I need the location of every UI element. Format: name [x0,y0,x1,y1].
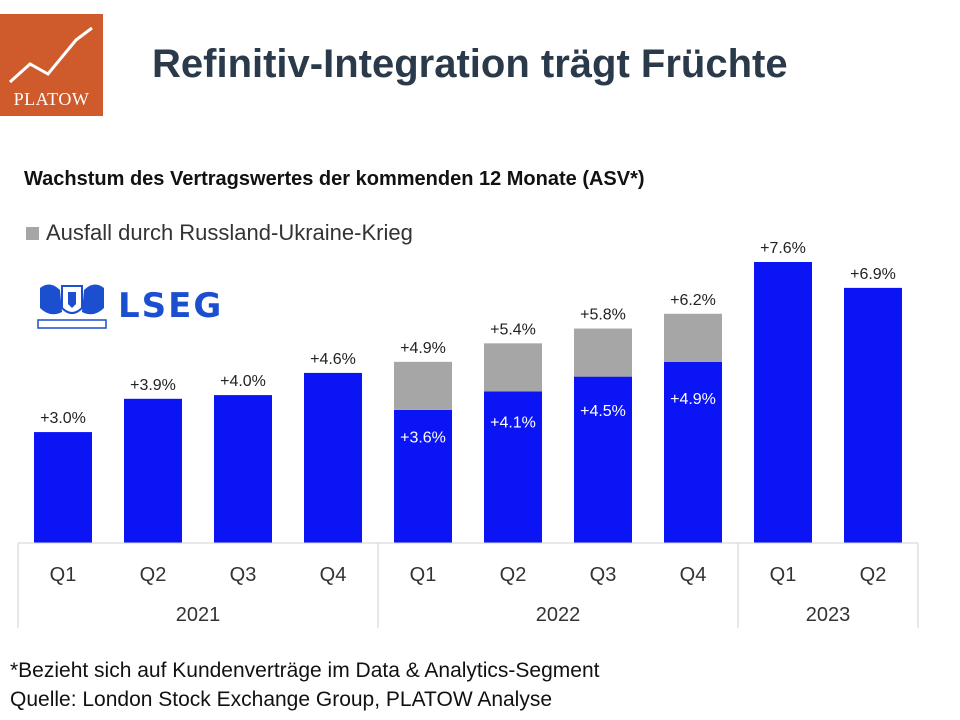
bar-asv [214,395,272,543]
bar-asv [394,409,452,543]
page-title: Refinitiv-Integration trägt Früchte [152,42,788,86]
data-label-asv: +3.6% [400,430,446,447]
bar-asv [574,376,632,543]
x-tick-label: Q3 [590,564,617,586]
bar-asv [304,372,362,543]
data-label-total: +4.0% [220,373,266,390]
data-label-total: +5.8% [580,307,626,324]
bar-war-loss [394,361,452,410]
lseg-logo: LSEG [32,278,232,334]
x-tick-label: Q2 [140,564,167,586]
x-group-label: 2023 [806,604,851,626]
platow-logo-text: PLATOW [13,89,90,109]
bar-war-loss [664,313,722,362]
data-label-total: +3.0% [40,410,86,427]
bar-asv [124,398,182,543]
legend-label: Ausfall durch Russland-Ukraine-Krieg [46,220,413,245]
data-label-asv: +4.5% [580,403,626,420]
platow-logo: PLATOW [0,14,103,116]
data-label-total: +7.6% [760,240,806,257]
bar-war-loss [574,328,632,377]
footnotes: *Bezieht sich auf Kundenverträge im Data… [10,656,599,714]
bar-asv [484,391,542,543]
data-label-total: +4.9% [400,340,446,357]
data-label-asv: +4.9% [670,391,716,408]
bar-asv [664,361,722,543]
x-tick-label: Q1 [770,564,797,586]
x-tick-label: Q2 [860,564,887,586]
x-tick-label: Q4 [320,564,347,586]
bar-asv [34,432,92,543]
lseg-logo-text: LSEG [118,286,224,326]
x-tick-label: Q4 [680,564,707,586]
data-label-total: +3.9% [130,377,176,394]
rising-chart-icon [8,26,93,84]
footnote-source: Quelle: London Stock Exchange Group, PLA… [10,688,553,711]
x-tick-label: Q1 [50,564,77,586]
x-tick-label: Q2 [500,564,527,586]
bar-asv [754,262,812,543]
data-label-total: +6.2% [670,292,716,309]
data-label-total: +6.9% [850,266,896,283]
x-tick-label: Q1 [410,564,437,586]
x-tick-label: Q3 [230,564,257,586]
bar-war-loss [484,343,542,392]
lseg-crest-icon [37,284,107,329]
x-group-label: 2021 [176,604,221,626]
data-label-total: +5.4% [490,321,536,338]
chart-title: Wachstum des Vertragswertes der kommende… [24,168,645,190]
data-label-total: +4.6% [310,351,356,368]
x-group-label: 2022 [536,604,581,626]
bar-asv [844,287,902,543]
footnote-definition: *Bezieht sich auf Kundenverträge im Data… [10,659,600,682]
legend-swatch-gray [26,226,39,240]
data-label-asv: +4.1% [490,415,536,432]
chart-legend: Ausfall durch Russland-Ukraine-Krieg [26,220,413,246]
